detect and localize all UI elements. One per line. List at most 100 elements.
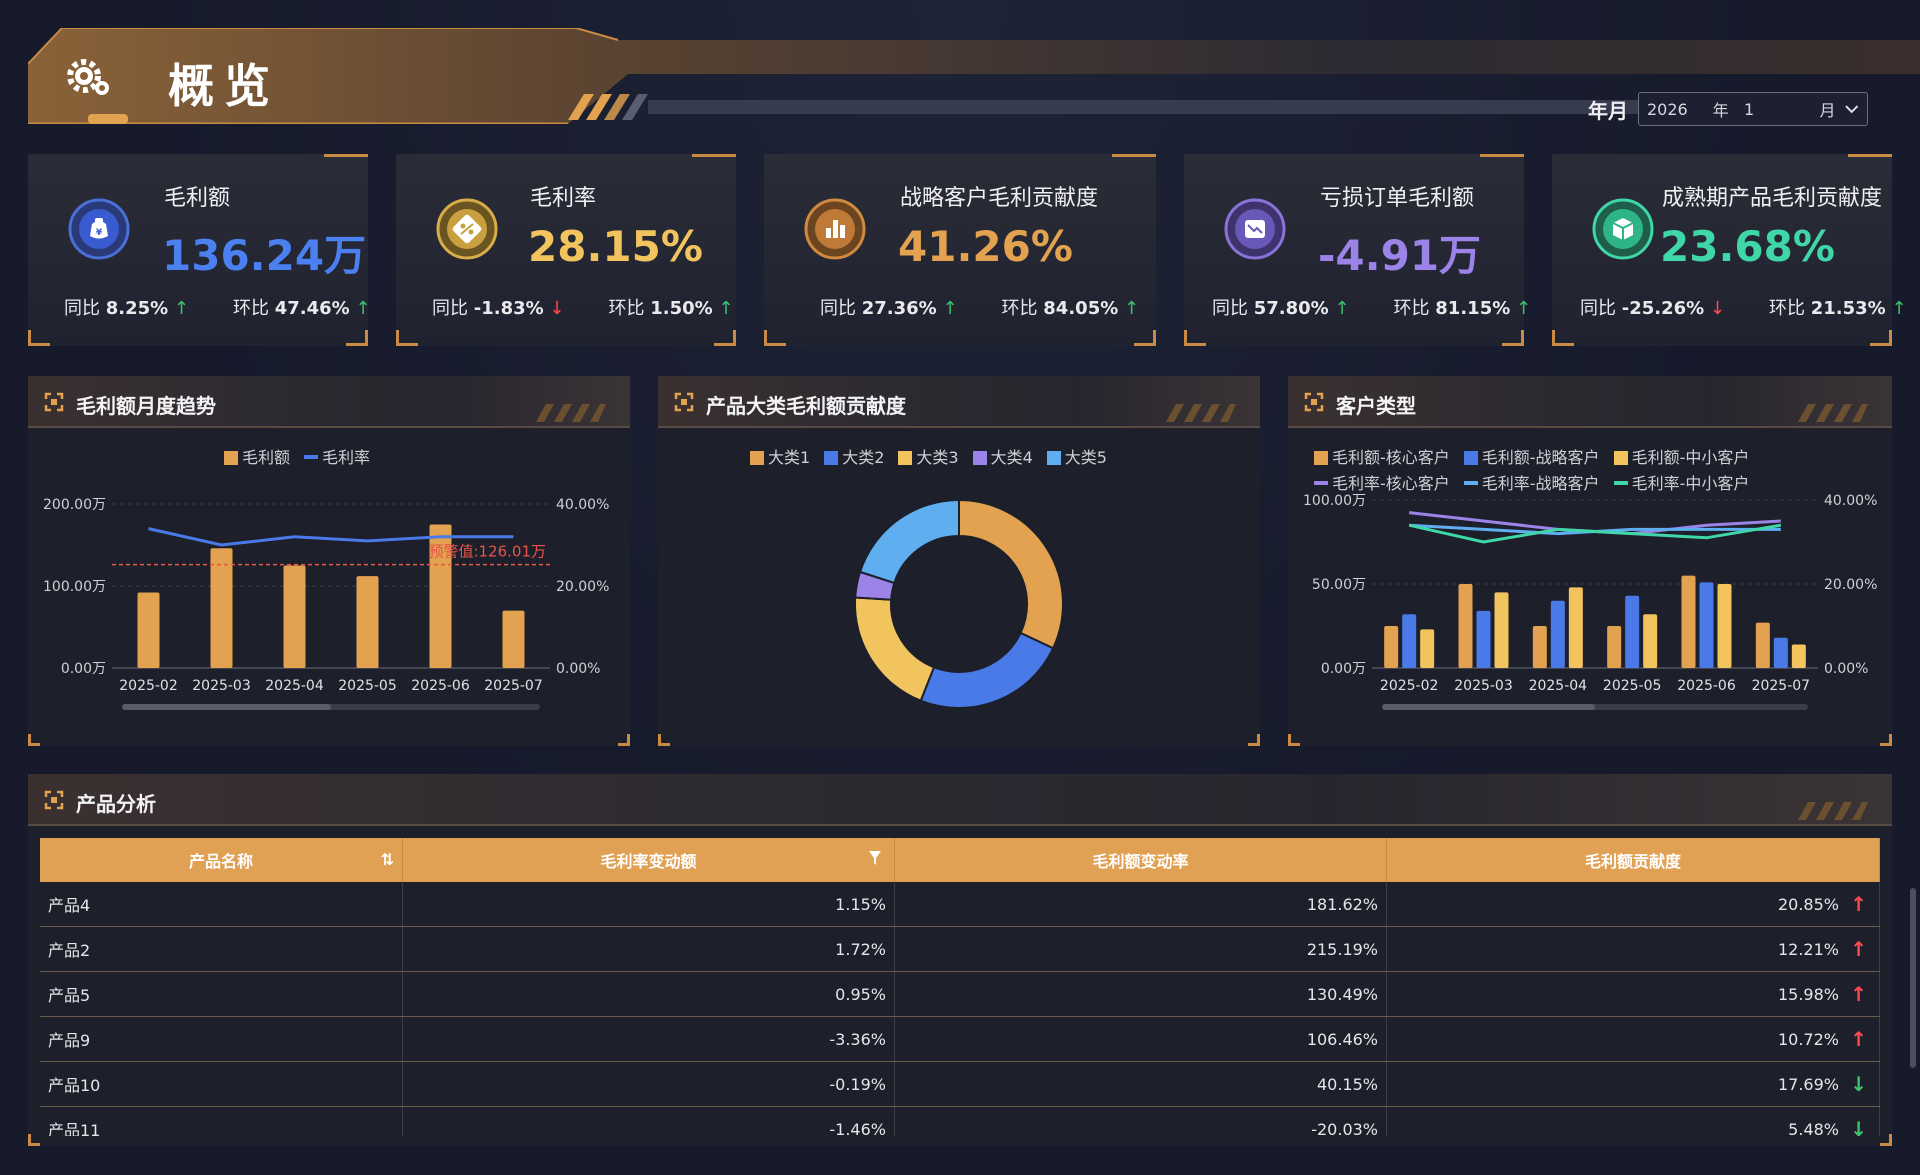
legend-item[interactable]: 毛利额-战略客户: [1463, 444, 1600, 468]
table-row[interactable]: 产品2 1.72% 215.19% 12.21% ↑: [40, 927, 1880, 972]
trend-down-icon: [1224, 198, 1286, 260]
kpi-value: 41.26%: [898, 222, 1073, 271]
table-scrollbar[interactable]: [1910, 888, 1916, 1068]
bar: [1384, 626, 1399, 668]
money-bag-icon: ¥: [68, 198, 130, 260]
cell-text: 106.46%: [1306, 1029, 1378, 1049]
kpi-card-gross-profit: ¥ 毛利额 136.24万 同比 8.25% ↑ 环比 47.46% ↑: [28, 154, 371, 346]
bar: [356, 576, 379, 668]
y-tick-left: 100.00万: [1303, 493, 1366, 509]
month-value: 1: [1744, 99, 1755, 119]
column-header[interactable]: 毛利额贡献度: [1387, 838, 1880, 882]
table-body: 产品4 1.15% 181.62% 20.85% ↑ 产品2 1.72% 215.19% 12.…: [40, 882, 1880, 1136]
bar: [1532, 626, 1547, 668]
header-banner: [28, 28, 1920, 124]
legend-item[interactable]: 大类2: [824, 444, 884, 468]
x-tick-label: 2025-07: [1752, 678, 1811, 694]
column-header[interactable]: 毛利率变动额: [403, 838, 895, 882]
year-month-select[interactable]: 2026 年 1 月: [1638, 92, 1868, 126]
legend-item[interactable]: 毛利率-战略客户: [1463, 470, 1600, 494]
cell-text: 1.15%: [835, 894, 886, 914]
bar: [1476, 610, 1491, 668]
arrow-down-icon: ↓: [549, 298, 565, 319]
percent-tag-icon: [436, 198, 498, 260]
panel-category-contribution: 产品大类毛利额贡献度 大类1 大类2 大类3 大类4 大类5: [658, 376, 1260, 746]
bar: [1699, 582, 1714, 668]
cell-text: 10.72%: [1777, 1029, 1839, 1049]
legend-item[interactable]: 大类3: [898, 444, 959, 468]
filter-icon[interactable]: [868, 850, 882, 866]
panel-corner-icon: [44, 392, 64, 412]
series-line: [1408, 523, 1782, 544]
x-tick-label: 2025-06: [411, 678, 470, 694]
legend-item[interactable]: 毛利额-核心客户: [1314, 444, 1450, 468]
arrow-up-icon: ↑: [1334, 298, 1350, 319]
table-row[interactable]: 产品11 -1.46% -20.03% 5.48% ↓: [40, 1107, 1880, 1136]
yoy-label: 同比: [1212, 298, 1248, 319]
kpi-compare: 同比 27.36% ↑ 环比 84.05% ↑: [820, 294, 1139, 320]
legend-item[interactable]: 毛利额: [224, 444, 290, 468]
chevron-down-icon[interactable]: [1844, 103, 1859, 115]
bar: [283, 565, 306, 668]
bar: [1607, 626, 1622, 668]
bar: [1402, 614, 1417, 668]
series-line: [148, 527, 514, 547]
x-tick-label: 2025-03: [1454, 678, 1513, 694]
month-unit: 月: [1819, 101, 1836, 120]
table-cell: 1.72%: [403, 927, 895, 971]
panel-header: 客户类型: [1288, 376, 1892, 428]
legend-item[interactable]: 毛利率: [304, 444, 370, 468]
chart-legend: 毛利额 毛利率: [224, 444, 370, 468]
kpi-value: 28.15%: [528, 222, 703, 271]
sort-icon[interactable]: ⇅: [380, 850, 394, 869]
legend-item[interactable]: 大类4: [972, 444, 1033, 468]
legend-item[interactable]: 毛利率-核心客户: [1314, 470, 1450, 494]
table-cell: 产品4: [40, 882, 403, 926]
cell-text: -1.46%: [829, 1119, 886, 1137]
mom-value: 1.50%: [650, 298, 713, 319]
bar: [1717, 584, 1732, 668]
column-header[interactable]: 毛利额变动率: [895, 838, 1387, 882]
cell-text: 130.49%: [1306, 984, 1378, 1004]
header-label: 毛利额贡献度: [1584, 852, 1681, 871]
kpi-compare: 同比 57.80% ↑ 环比 81.15% ↑: [1212, 294, 1531, 320]
table-row[interactable]: 产品10 -0.19% 40.15% 17.69% ↓: [40, 1062, 1880, 1107]
legend-item[interactable]: 大类5: [1046, 444, 1107, 468]
table-row[interactable]: 产品9 -3.36% 106.46% 10.72% ↑: [40, 1017, 1880, 1062]
donut-slice: [958, 498, 1064, 650]
year-unit: 年: [1712, 101, 1729, 120]
panel-corner-icon: [44, 790, 64, 810]
category-donut-chart: [854, 498, 1064, 709]
arrow-up-icon: ↑: [1850, 982, 1867, 1006]
table-row[interactable]: 产品5 0.95% 130.49% 15.98% ↑: [40, 972, 1880, 1017]
cell-text: 产品11: [48, 1121, 101, 1136]
arrow-up-icon: ↑: [355, 298, 371, 319]
donut-slice: [858, 498, 960, 585]
yoy-value: -1.83%: [473, 298, 544, 319]
date-filter: 年 月 2026 年 1 月: [1588, 90, 1868, 128]
panel-customer-type: 客户类型 毛利额-核心客户 毛利额-战略客户 毛利额-中小客户 毛利率-核心客户…: [1288, 376, 1892, 746]
yoy-label: 同比: [820, 298, 856, 319]
legend-label: 毛利率-中小客户: [1631, 474, 1750, 493]
panel-corner-icon: [674, 392, 694, 412]
cell-text: 产品10: [48, 1076, 101, 1095]
arrow-up-icon: ↑: [1850, 892, 1867, 916]
legend-item[interactable]: 毛利额-中小客户: [1613, 444, 1750, 468]
legend-label: 毛利率-战略客户: [1481, 474, 1600, 493]
legend-item[interactable]: 大类1: [750, 444, 810, 468]
column-header[interactable]: 产品名称 ⇅: [40, 838, 403, 882]
table-cell: 5.48% ↓: [1387, 1107, 1880, 1136]
cell-text: 12.21%: [1777, 939, 1839, 959]
legend-label: 毛利额-中小客户: [1631, 448, 1750, 467]
mom-value: 47.46%: [274, 298, 350, 319]
table-row[interactable]: 产品4 1.15% 181.62% 20.85% ↑: [40, 882, 1880, 927]
kpi-compare: 同比 8.25% ↑ 环比 47.46% ↑: [64, 294, 371, 320]
arrow-down-icon: ↓: [1850, 1117, 1867, 1136]
cell-text: 20.85%: [1777, 894, 1839, 914]
panel-monthly-trend: 毛利额月度趋势 毛利额 毛利率 200.00万 100.00万 0.00万 40.00…: [28, 376, 630, 746]
mom-label: 环比: [1769, 298, 1806, 319]
bar: [1755, 622, 1770, 668]
bar: [1494, 592, 1509, 668]
legend-item[interactable]: 毛利率-中小客户: [1613, 470, 1750, 494]
x-tick-label: 2025-03: [192, 678, 251, 694]
